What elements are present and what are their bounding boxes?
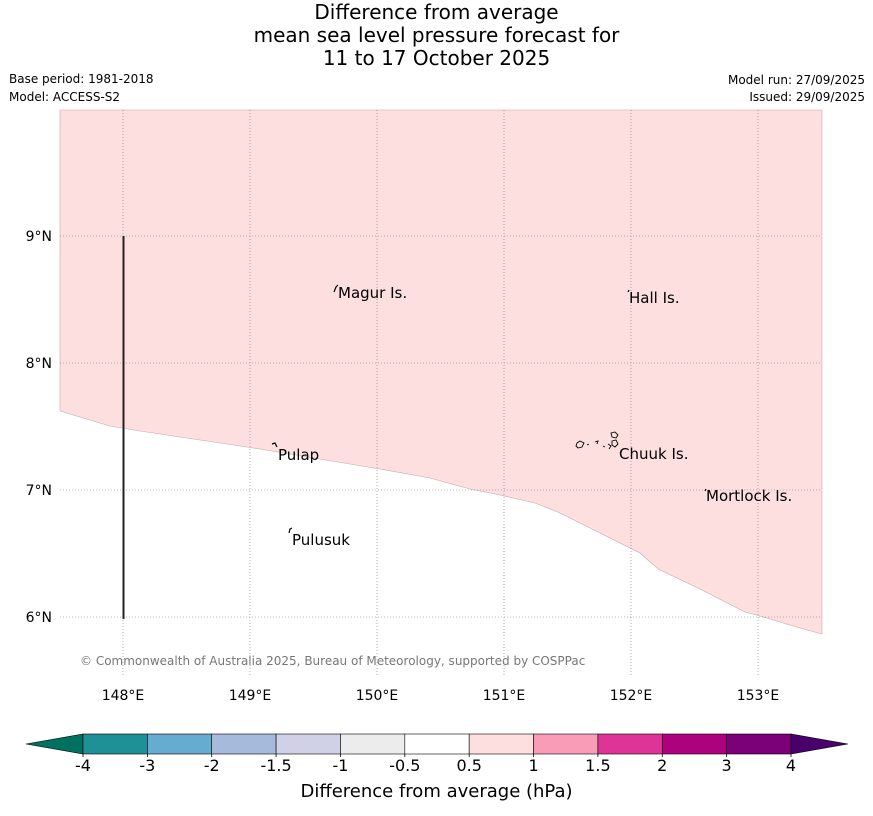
colorbar-tick-label: 4 <box>785 756 797 775</box>
colorbar-segments <box>82 733 792 755</box>
colorbar-arrow-low <box>25 733 84 755</box>
lon-label-152e: 152°E <box>610 688 653 704</box>
lon-label-149e: 149°E <box>229 688 272 704</box>
colorbar <box>25 733 849 757</box>
island-magur <box>333 284 339 293</box>
colorbar-segment <box>597 733 663 755</box>
place-pulap: Pulap <box>278 446 319 464</box>
lat-label-7n: 7°N <box>26 483 52 499</box>
model-run: Model run: 27/09/2025 <box>727 73 865 87</box>
lat-label-6n: 6°N <box>26 610 52 626</box>
colorbar-tick-label: -3 <box>139 756 156 775</box>
colorbar-tick-label: 3 <box>721 756 732 775</box>
island-hall <box>627 289 630 293</box>
lat-label-8n: 8°N <box>26 356 52 372</box>
lon-axis: 148°E 149°E 150°E 151°E 152°E 153°E <box>102 688 780 704</box>
copyright-notice: © Commonwealth of Australia 2025, Bureau… <box>80 654 585 668</box>
map-panel: Magur Is. Hall Is. Pulap Chuuk Is. Mortl… <box>59 109 823 675</box>
anomaly-region <box>59 109 823 635</box>
colorbar-segment <box>211 733 277 755</box>
lon-label-151e: 151°E <box>483 688 526 704</box>
islands <box>271 284 707 534</box>
colorbar-tick-label: -1.5 <box>260 756 292 775</box>
colorbar-ticks <box>82 754 792 757</box>
island-pulap <box>271 442 278 448</box>
model-name: Model: ACCESS-S2 <box>9 90 121 104</box>
gridlines <box>60 110 822 675</box>
colorbar-arrow-high <box>790 733 849 755</box>
colorbar-tick-label: -0.5 <box>389 756 421 775</box>
colorbar-segment <box>147 733 213 755</box>
island-chuuk <box>575 431 619 450</box>
place-hall: Hall Is. <box>629 289 680 307</box>
island-pulusuk <box>288 527 293 534</box>
place-magur: Magur Is. <box>338 284 407 302</box>
colorbar-tick-label: 0.5 <box>456 756 482 775</box>
place-mortlock: Mortlock Is. <box>706 487 792 505</box>
colorbar-tick-label: 2 <box>657 756 668 775</box>
colorbar-tick-label: -1 <box>332 756 349 775</box>
colorbar-title: Difference from average (hPa) <box>300 781 573 802</box>
base-period: Base period: 1981-2018 <box>9 72 154 86</box>
title-line-1: Difference from average <box>314 0 559 24</box>
colorbar-segment <box>404 733 470 755</box>
place-chuuk: Chuuk Is. <box>619 445 688 463</box>
island-mortlock <box>704 488 707 492</box>
colorbar-segment <box>340 733 406 755</box>
colorbar-tick-label: -4 <box>75 756 91 775</box>
colorbar-segment <box>661 733 727 755</box>
colorbar-segment <box>275 733 341 755</box>
lon-label-153e: 153°E <box>737 688 780 704</box>
issued-date: Issued: 29/09/2025 <box>749 90 865 104</box>
title-line-2: mean sea level pressure forecast for <box>253 23 620 47</box>
colorbar-segment <box>726 733 792 755</box>
colorbar-segment <box>468 733 534 755</box>
colorbar-tick-label: 1 <box>528 756 539 775</box>
lat-label-9n: 9°N <box>26 229 52 245</box>
lat-axis: 9°N 8°N 7°N 6°N <box>26 229 52 626</box>
colorbar-tick-label: -2 <box>203 756 220 775</box>
colorbar-segment <box>82 733 148 755</box>
lon-label-150e: 150°E <box>356 688 399 704</box>
colorbar-segment <box>533 733 599 755</box>
lon-label-148e: 148°E <box>102 688 145 704</box>
place-pulusuk: Pulusuk <box>292 531 350 549</box>
colorbar-tick-label: 1.5 <box>585 756 611 775</box>
title-line-3: 11 to 17 October 2025 <box>322 46 551 70</box>
